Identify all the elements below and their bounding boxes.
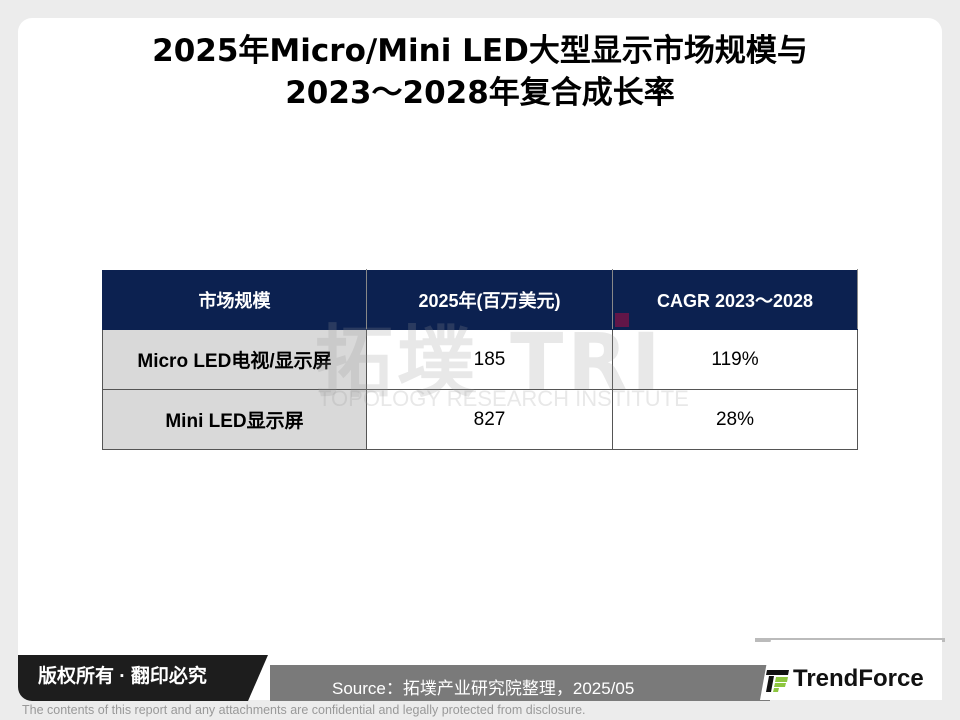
trendforce-logo-area [760,640,942,700]
watermark-square [615,313,629,327]
header-cagr: CAGR 2023～2028 [612,269,858,330]
table-row: Mini LED显示屏 827 28% [102,389,858,450]
market-table: 市场规模 2025年(百万美元) CAGR 2023～2028 Micro LE… [102,269,858,450]
table-header-row: 市场规模 2025年(百万美元) CAGR 2023～2028 [102,269,858,330]
row-label: Micro LED电视/显示屏 [102,329,367,390]
header-market: 市场规模 [102,269,367,330]
row-label: Mini LED显示屏 [102,389,367,450]
row-value: 185 [366,329,613,390]
footer-bar [270,665,770,701]
title-line-2: 2023～2028年复合成长率 [285,75,675,111]
row-cagr: 119% [612,329,858,390]
trendforce-logo-text: TrendForce [793,665,924,692]
header-2025: 2025年(百万美元) [366,269,613,330]
row-value: 827 [366,389,613,450]
source-text: Source：拓墣产业研究院整理，2025/05 [332,679,635,698]
row-cagr: 28% [612,389,858,450]
table-row: Micro LED电视/显示屏 185 119% [102,329,858,390]
slide-title: 2025年Micro/Mini LED大型显示市场规模与 2023～2028年复… [0,30,960,114]
copyright-label: 版权所有 · 翻印必究 [18,655,268,701]
title-line-1: 2025年Micro/Mini LED大型显示市场规模与 [152,33,808,69]
trendforce-logo-icon [766,670,789,692]
disclaimer-text: The contents of this report and any atta… [22,703,586,717]
